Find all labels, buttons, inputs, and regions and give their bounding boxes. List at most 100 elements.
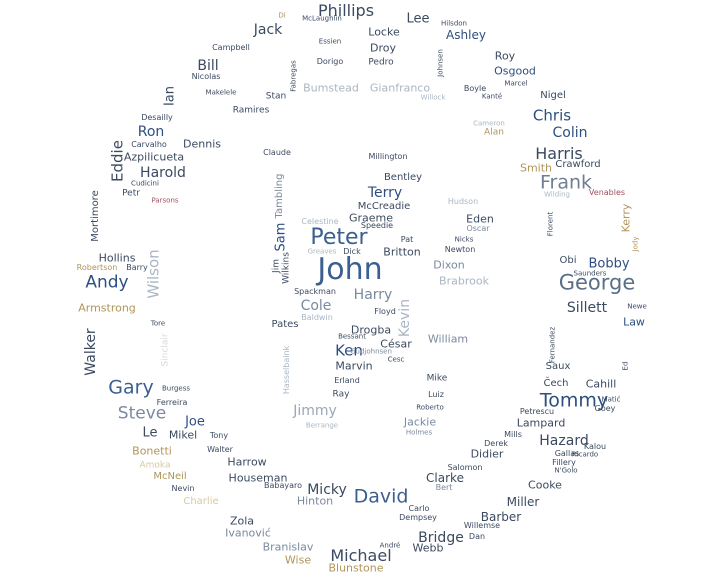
word-sinclair: Sinclair [160,333,171,367]
word-boyle: Boyle [463,84,487,93]
word-tambling: Tambling [274,173,285,219]
word-webb: Webb [412,541,444,555]
word-mccreadie: McCreadie [357,201,411,212]
word-harris: Harris [535,144,583,163]
word-clarke: Clarke [426,471,464,485]
word-pedro: Pedro [368,57,394,68]
word-ramires: Ramires [232,105,270,116]
word-n-golo: N'Golo [554,466,578,475]
word-barry: Barry [126,263,148,272]
word-derek: Derek [484,439,508,448]
word-harold: Harold [140,165,186,181]
word-nigel: Nigel [540,90,566,101]
word-lampard: Lampard [516,416,566,430]
word-andr-: André [379,541,401,550]
word-blunstone: Blunstone [328,561,384,575]
word-spackman: Spackman [294,287,336,296]
word-ivanovi-: Ivanović [225,526,271,540]
word-cudicini: Cudicini [131,179,159,188]
word-ferreira: Ferreira [156,398,188,407]
word-cahill: Cahill [585,377,617,391]
word-lee: Lee [406,11,430,27]
word--ech: Čech [543,378,569,389]
word-ray: Ray [332,389,350,400]
word-obi: Obi [559,255,577,266]
word-harrow: Harrow [227,455,267,469]
word-desailly: Desailly [141,113,173,122]
word-kalou: Kalou [583,442,607,451]
word-jody: Jody [631,236,640,252]
word-george: George [558,270,636,295]
word-kant-: Kanté [481,92,503,101]
word-newe: Newe [627,302,647,311]
word-gudjohnsen: Gudjohnsen [350,347,392,356]
word-phillips: Phillips [317,1,375,20]
word-joe: Joe [185,414,205,430]
word-osgood: Osgood [494,64,536,78]
word-roberto: Roberto [416,403,444,412]
word-smith: Smith [519,161,553,175]
word-azpilicueta: Azpilicueta [123,150,185,164]
word-nicolas: Nicolas [191,72,221,81]
word-hudson: Hudson [447,197,479,206]
word-bill: Bill [197,58,219,74]
word-campbell: Campbell [212,43,250,52]
word-william: William [427,332,469,346]
word-cooke: Cooke [528,478,562,492]
word-newton: Newton [444,245,476,254]
word-steve: Steve [117,403,167,424]
word-le: Le [142,425,158,441]
word-colin: Colin [552,125,588,141]
word-micky: Micky [307,482,347,498]
word-wilding: Wilding [544,190,570,199]
word-bessant: Bessant [338,332,366,341]
word-florent: Florent [546,211,555,237]
word-barber: Barber [480,510,522,524]
word-mills: Mills [504,430,522,439]
word-babayaro: Babayaro [263,481,303,490]
word-dan: Dan [468,532,486,541]
word-hinton: Hinton [296,494,334,508]
word-marcel: Marcel [504,79,528,88]
word-tore: Tore [150,319,166,328]
word-marvin: Marvin [335,359,373,373]
word-gary: Gary [108,376,154,399]
word-robertson: Robertson [76,263,118,272]
word-jackie: Jackie [403,415,437,429]
word-hollins: Hollins [98,251,136,265]
word-cesc: Cesc [387,355,405,364]
word-jimmy: Jimmy [293,403,337,419]
word-saunders: Saunders [573,269,607,278]
word-kevin: Kevin [397,298,413,338]
word-fernandez: Fernandez [548,326,557,364]
word-kerry: Kerry [619,203,633,233]
word-bumstead: Bumstead [303,81,359,95]
word-drogba: Drogba [350,323,392,337]
word-nicks: Nicks [454,235,474,244]
word-wise: Wise [284,553,312,567]
word-ricardo: Ricardo [571,450,599,459]
word-floyd: Floyd [374,307,396,316]
word-mati-: Matić [601,395,621,404]
word-sam: Sam [273,222,289,252]
word-petrescu: Petrescu [519,407,555,416]
word-mikel: Mikel [168,428,198,442]
word-c-sar: César [380,337,412,351]
word-gianfranco: Gianfranco [369,81,431,95]
word-fabregas: Fabregas [289,60,298,92]
word-didier: Didier [470,447,504,461]
word-law: Law [623,315,645,329]
word-peter: Peter [310,225,368,250]
word-bobby: Bobby [588,256,630,272]
word-venables: Venables [588,188,626,197]
word-speedie: Speedie [360,221,394,230]
word-nevin: Nevin [171,484,195,493]
word-jim: Jim [271,259,282,273]
word-parsons: Parsons [151,196,179,205]
word-willock: Willock [420,93,446,102]
word-bentley: Bentley [383,172,423,183]
word-stan: Stan [265,91,287,102]
word-hazard: Hazard [539,433,589,449]
word-claude: Claude [263,148,291,157]
